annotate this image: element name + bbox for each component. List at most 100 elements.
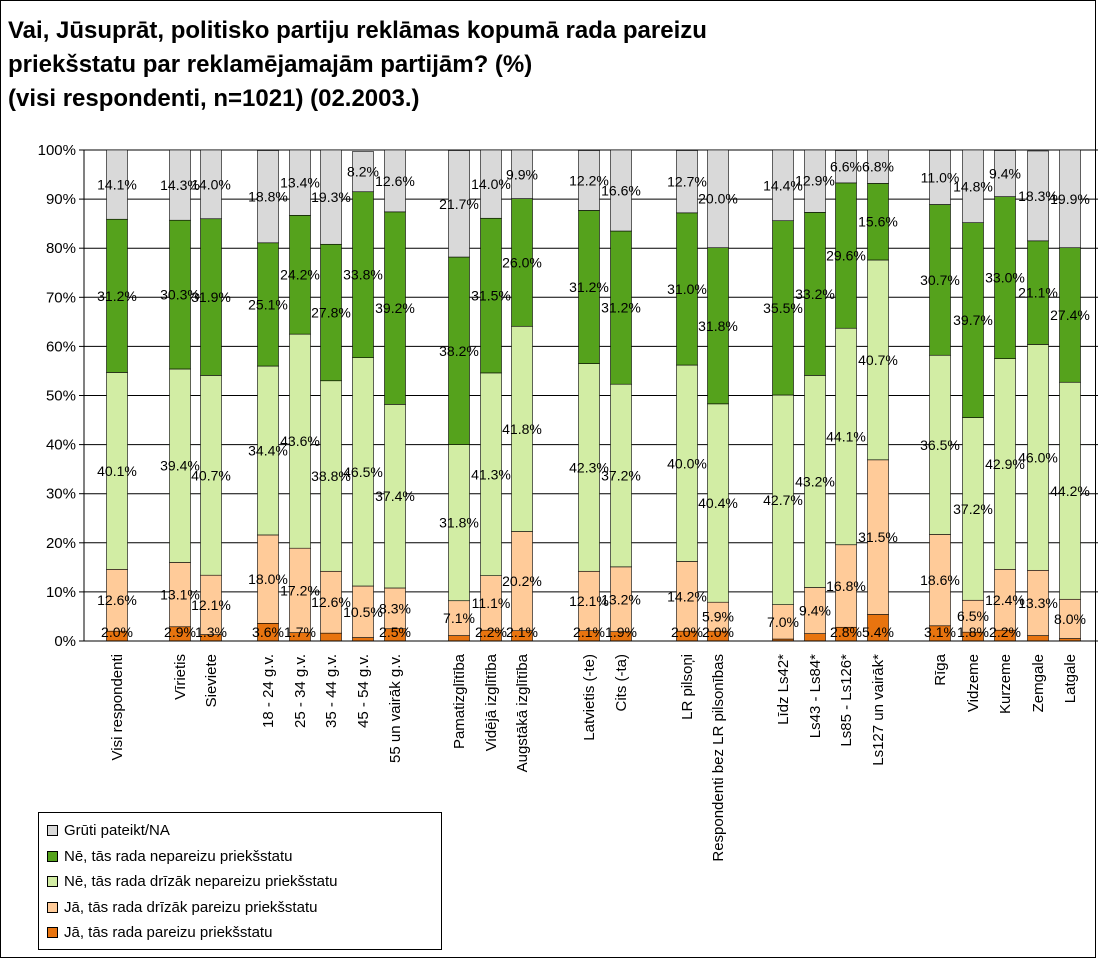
x-tick-label: LR pilsoņi — [679, 654, 696, 720]
data-label: 12.6% — [97, 592, 137, 608]
legend-swatch — [47, 927, 58, 939]
x-tick-label: Ls43 - Ls84* — [807, 654, 824, 738]
data-label: 6.6% — [830, 159, 862, 175]
bar-segment — [257, 150, 279, 244]
data-label: 41.8% — [502, 421, 542, 437]
data-label: 13.4% — [280, 174, 320, 190]
x-tick-label: Sieviete — [203, 654, 220, 707]
legend-label: Grūti pateikt/NA — [64, 822, 170, 840]
data-label: 5.4% — [862, 624, 894, 640]
legend-item-ja-pareizu: Jā, tās rada pareizu priekšstatu — [47, 920, 441, 946]
data-label: 14.1% — [97, 177, 137, 193]
data-label: 17.2% — [280, 582, 320, 598]
title-line-3: (visi respondenti, n=1021) (02.2003.) — [8, 85, 420, 112]
y-tick-label: 50% — [46, 388, 76, 405]
data-label: 30.3% — [160, 287, 200, 303]
data-label: 43.2% — [795, 473, 835, 489]
data-label: 40.4% — [698, 495, 738, 511]
data-label: 5.9% — [702, 609, 734, 625]
chart-title: Vai, Jūsuprāt, politisko partiju reklāma… — [8, 14, 1088, 116]
data-label: 10.5% — [343, 604, 383, 620]
data-label: 2.2% — [989, 624, 1021, 640]
data-label: 18.8% — [248, 189, 288, 205]
data-label: 34.4% — [248, 442, 288, 458]
data-label: 31.8% — [698, 318, 738, 334]
x-tick-label: Pamatizglītība — [451, 653, 468, 749]
data-label: 7.0% — [767, 614, 799, 630]
data-label: 15.6% — [858, 214, 898, 230]
data-label: 16.8% — [826, 578, 866, 594]
bar-segment — [320, 632, 342, 642]
data-label: 1.7% — [284, 624, 316, 640]
bar-segment — [994, 150, 1016, 197]
bar-segment — [352, 151, 374, 193]
bar-segment — [200, 149, 222, 220]
data-label: 37.2% — [601, 468, 641, 484]
bar-segment — [578, 150, 600, 211]
data-label: 31.0% — [667, 281, 707, 297]
x-tick-label: 18 - 24 g.v. — [260, 654, 277, 728]
bar-segment — [804, 149, 826, 213]
x-tick-label: Respondenti bez LR pilsonības — [710, 654, 727, 862]
data-label: 16.6% — [601, 182, 641, 198]
legend-item-ja-drizak-pareizu: Jā, tās rada drīzāk pareizu priekšstatu — [47, 895, 441, 921]
x-tick-label: Ls127 un vairāk* — [870, 654, 887, 766]
data-label: 13.3% — [1018, 595, 1058, 611]
bar-segment — [676, 150, 698, 214]
data-label: 31.5% — [471, 288, 511, 304]
x-tick-label: Līdz Ls42* — [775, 654, 792, 725]
data-label: 1.9% — [605, 624, 637, 640]
data-label: 12.9% — [795, 173, 835, 189]
bar-segment — [610, 149, 632, 232]
x-tick-label: Ls85 - Ls126* — [838, 654, 855, 747]
data-label: 12.4% — [985, 592, 1025, 608]
data-label: 2.0% — [702, 624, 734, 640]
data-label: 31.2% — [569, 279, 609, 295]
data-label: 3.1% — [924, 624, 956, 640]
data-label: 14.0% — [471, 176, 511, 192]
data-label: 3.6% — [252, 624, 284, 640]
bar-segment — [867, 149, 889, 184]
data-label: 2.5% — [379, 624, 411, 640]
y-tick-label: 10% — [46, 584, 76, 601]
y-tick-label: 30% — [46, 486, 76, 503]
bar-segment — [352, 637, 374, 642]
legend: Grūti pateikt/NA Nē, tās rada nepareizu … — [38, 812, 442, 950]
data-label: 40.1% — [97, 463, 137, 479]
data-label: 43.6% — [280, 433, 320, 449]
bar-segment — [384, 149, 406, 213]
legend-swatch — [47, 825, 58, 837]
bar-segment — [707, 149, 729, 249]
data-label: 2.0% — [101, 624, 133, 640]
x-tick-label: 55 un vairāk g.v. — [387, 654, 404, 763]
data-label: 14.3% — [160, 177, 200, 193]
data-label: 40.0% — [667, 455, 707, 471]
data-label: 40.7% — [191, 467, 231, 483]
data-label: 20.0% — [698, 191, 738, 207]
legend-label: Nē, tās rada nepareizu priekšstatu — [64, 847, 293, 865]
x-tick-label: Vidzeme — [965, 654, 982, 712]
y-tick-label: 80% — [46, 240, 76, 257]
x-tick-label: Augstākā izglītība — [514, 653, 531, 772]
data-label: 11.0% — [921, 169, 960, 185]
data-label: 13.1% — [160, 587, 200, 603]
data-label: 13.2% — [601, 591, 641, 607]
data-label: 31.2% — [97, 288, 137, 304]
data-label: 41.3% — [471, 466, 511, 482]
data-label: 19.3% — [311, 189, 351, 205]
data-label: 12.2% — [569, 172, 609, 188]
data-label: 18.6% — [920, 572, 960, 588]
data-label: 30.7% — [920, 272, 960, 288]
data-label: 2.0% — [671, 624, 703, 640]
x-tick-label: Zemgale — [1030, 654, 1047, 712]
data-label: 14.2% — [667, 588, 707, 604]
data-label: 6.5% — [957, 608, 989, 624]
title-line-1: Vai, Jūsuprāt, politisko partiju reklāma… — [8, 17, 707, 44]
data-label: 29.6% — [826, 248, 866, 264]
data-label: 39.7% — [953, 312, 993, 328]
y-tick-label: 0% — [54, 633, 76, 650]
data-label: 1.8% — [957, 624, 989, 640]
data-label: 19.9% — [1050, 191, 1090, 207]
x-tick-label: Cits (-ta) — [613, 654, 630, 712]
